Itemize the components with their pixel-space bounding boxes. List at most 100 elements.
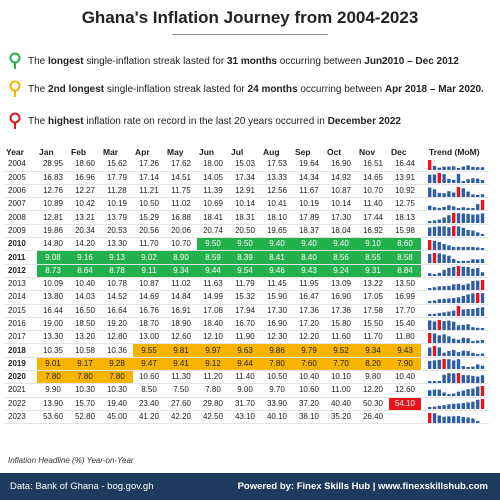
trend-bar <box>428 174 432 184</box>
trend-sparkline <box>428 399 485 410</box>
value-cell: 18.50 <box>69 317 101 332</box>
value-cell: 9.00 <box>229 383 261 398</box>
year-cell: 2022 <box>4 397 37 411</box>
trend-bar <box>471 402 475 410</box>
spacer-cell <box>421 250 427 265</box>
value-cell: 12.76 <box>37 184 69 199</box>
value-cell: 9.17 <box>69 357 101 372</box>
value-cell: 10.30 <box>101 383 133 398</box>
value-cell: 12.20 <box>293 330 325 345</box>
trend-bar <box>471 326 475 330</box>
trend-bar <box>480 180 485 184</box>
trend-cell <box>427 397 489 411</box>
value-cell: 50.30 <box>357 397 389 411</box>
trend-sparkline <box>428 226 485 237</box>
value-cell: 13.22 <box>357 277 389 292</box>
trend-cell <box>427 304 489 318</box>
value-cell: 14.69 <box>133 290 165 305</box>
value-cell: 15.29 <box>133 210 165 225</box>
value-cell: 13.09 <box>325 277 357 292</box>
note-2-bold2: 24 months <box>247 84 298 95</box>
header-apr: Apr <box>135 147 150 158</box>
trend-bar <box>466 260 470 264</box>
trend-bar <box>476 386 480 396</box>
value-cell: 10.40 <box>293 370 325 385</box>
trend-bar <box>452 213 456 224</box>
trend-bar <box>442 254 446 264</box>
value-cell: 12.20 <box>357 383 389 398</box>
header-jan: Jan <box>39 147 54 158</box>
trend-bar <box>461 337 465 343</box>
value-cell: 12.10 <box>197 330 229 345</box>
data-source: Data: Bank of Ghana - bog.gov.gh <box>10 481 154 492</box>
trend-bar <box>471 280 475 290</box>
value-cell: 14.03 <box>69 290 101 305</box>
value-cell: 13.30 <box>101 237 133 252</box>
trend-bar <box>428 205 432 210</box>
value-cell: 9.16 <box>69 250 101 265</box>
value-cell: 18.31 <box>229 210 261 225</box>
trend-bar <box>456 246 461 250</box>
table-row: 2011 9.08 9.16 9.13 9.02 8.90 8.59 8.39 8.41 8.40… <box>4 250 489 265</box>
value-cell: 13.30 <box>37 330 69 345</box>
value-cell: 23.40 <box>133 397 165 411</box>
value-cell: 8.90 <box>165 250 197 265</box>
value-cell: 10.35 <box>37 343 69 358</box>
header-year: Year <box>6 147 24 158</box>
trend-bar <box>461 267 465 277</box>
trend-sparkline <box>428 239 485 250</box>
trend-bar <box>466 165 470 170</box>
trend-bar <box>428 187 432 197</box>
value-cell: 12.27 <box>69 184 101 199</box>
trend-sparkline <box>428 359 485 370</box>
value-cell: 17.44 <box>357 210 389 225</box>
value-cell: 16.96 <box>69 171 101 185</box>
value-cell: 9.41 <box>165 357 197 372</box>
value-cell: 16.70 <box>229 317 261 332</box>
note-1-mid: single-inflation streak lasted for <box>83 56 227 67</box>
value-cell: 20.74 <box>197 224 229 239</box>
trend-bar <box>452 179 456 184</box>
spacer-cell <box>421 224 427 239</box>
spacer-cell <box>421 410 427 425</box>
trend-sparkline <box>428 159 485 170</box>
value-cell: 19.20 <box>101 317 133 332</box>
value-cell: 9.11 <box>133 264 165 278</box>
value-cell: 40.10 <box>261 410 293 425</box>
value-cell: 11.00 <box>325 383 357 398</box>
value-cell: 18.00 <box>197 158 229 172</box>
trend-bar <box>466 323 470 330</box>
value-cell: 18.13 <box>389 210 421 225</box>
value-cell: 13.20 <box>69 330 101 345</box>
value-cell: 10.14 <box>229 197 261 212</box>
trend-bar <box>452 321 456 330</box>
trend-bar <box>452 338 456 343</box>
value-cell: 9.24 <box>325 264 357 278</box>
footer-bar: Data: Bank of Ghana - bog.gov.gh Powered… <box>0 473 500 500</box>
trend-bar <box>447 285 451 290</box>
trend-cell <box>427 330 489 345</box>
trend-sparkline <box>428 266 485 277</box>
trend-bar <box>461 228 465 237</box>
table-row: 2013 10.09 10.40 10.78 10.87 11.02 11.63 11.79 1… <box>4 277 489 292</box>
year-cell: 2013 <box>4 277 37 292</box>
header-feb: Feb <box>71 147 87 158</box>
value-cell: 28.95 <box>37 158 69 172</box>
trend-bar <box>461 284 465 290</box>
value-cell: 10.70 <box>165 237 197 252</box>
value-cell: 17.05 <box>357 290 389 305</box>
trend-bar <box>456 266 461 277</box>
value-cell: 9.81 <box>165 343 197 358</box>
value-cell: 15.80 <box>325 317 357 332</box>
header-trend: Trend (MoM) <box>429 147 480 158</box>
value-cell: 18.40 <box>197 317 229 332</box>
value-cell: 12.81 <box>37 210 69 225</box>
header-jul: Jul <box>231 147 244 158</box>
trend-sparkline <box>428 385 485 396</box>
trend-bar <box>480 247 485 250</box>
trend-bar <box>461 207 465 210</box>
spacer-cell <box>421 370 427 385</box>
trend-bar <box>442 192 446 197</box>
value-cell: 10.87 <box>133 277 165 292</box>
trend-bar <box>437 219 441 224</box>
